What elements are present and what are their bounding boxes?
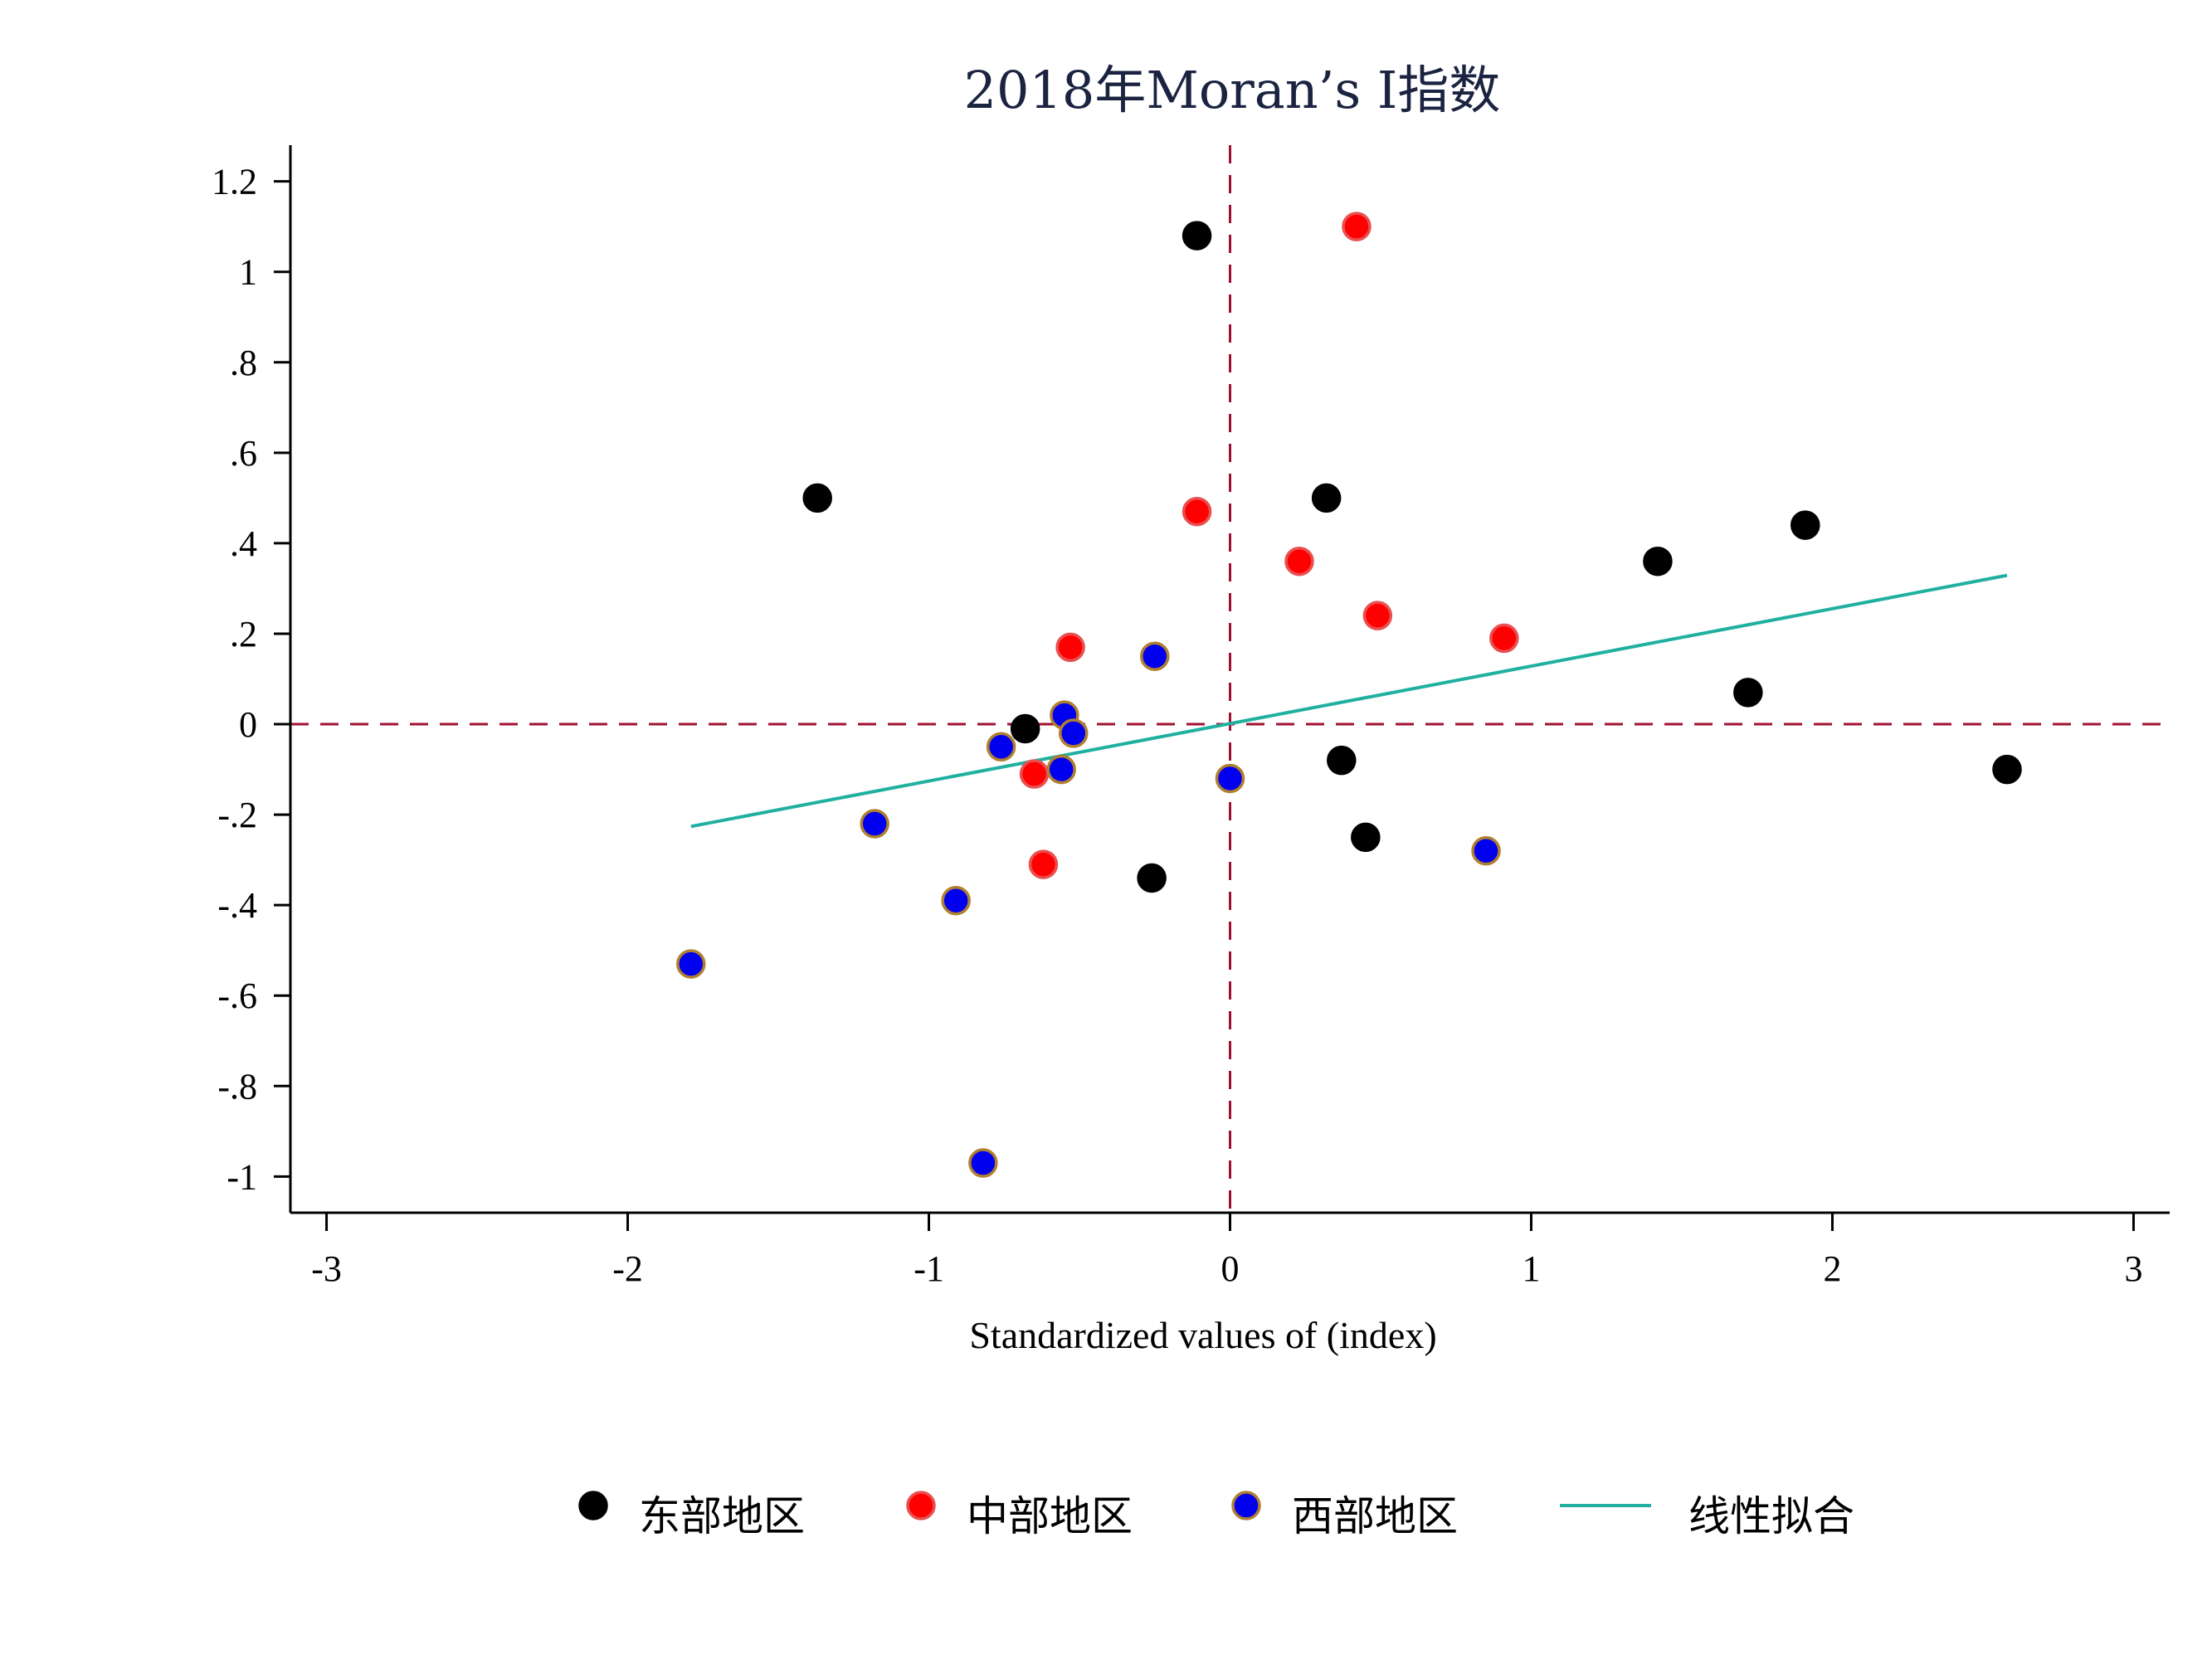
x-tick-label: 3 xyxy=(2124,1248,2142,1289)
x-axis-ticks: -3 -2 -1 0 1 2 3 xyxy=(311,1213,2142,1289)
x-tick-label: -3 xyxy=(311,1248,342,1289)
y-tick-label: 1.2 xyxy=(212,162,257,202)
legend-marker-1 xyxy=(578,1491,608,1520)
data-point-series-3 xyxy=(968,1148,998,1178)
x-tick-label: 2 xyxy=(1823,1248,1841,1289)
data-point-series-2 xyxy=(1284,546,1314,577)
data-point-series-3 xyxy=(676,949,706,979)
data-point-series-1 xyxy=(1182,221,1212,251)
x-tick-label: -1 xyxy=(914,1248,944,1289)
fit-line-group xyxy=(690,573,2008,829)
y-tick-label: -.4 xyxy=(217,885,257,926)
x-tick-label: 0 xyxy=(1221,1248,1240,1289)
data-point-series-1 xyxy=(1791,510,1820,540)
legend: 东部地区 中部地区 西部地区 线性拟合 xyxy=(578,1491,1854,1540)
legend-label-1: 东部地区 xyxy=(639,1492,805,1540)
data-point-series-1 xyxy=(1010,713,1040,744)
legend-label-2: 中部地区 xyxy=(967,1492,1133,1540)
data-point-series-3 xyxy=(1046,754,1076,785)
data-points xyxy=(676,212,2022,1178)
x-axis-label: Standardized values of (index) xyxy=(969,1314,1436,1356)
y-axis-ticks: 1.2 1 .8 .6 .4 .2 0 -.2 -.4 -.6 -.8 -1 xyxy=(212,162,290,1197)
y-tick-label: -1 xyxy=(227,1156,257,1197)
x-tick-label: -2 xyxy=(612,1248,643,1289)
data-point-series-3 xyxy=(1215,763,1245,794)
data-point-series-3 xyxy=(1140,641,1170,671)
data-point-series-1 xyxy=(802,483,832,513)
data-point-series-3 xyxy=(860,809,889,839)
y-tick-label: .8 xyxy=(230,343,257,383)
data-point-series-3 xyxy=(941,885,971,916)
y-tick-label: -.8 xyxy=(217,1066,257,1107)
legend-label-3: 西部地区 xyxy=(1292,1492,1458,1540)
data-point-series-1 xyxy=(1311,483,1342,513)
y-tick-label: -.6 xyxy=(217,975,257,1016)
data-point-series-3 xyxy=(1059,718,1089,748)
legend-marker-2 xyxy=(906,1491,936,1520)
data-point-series-2 xyxy=(1019,759,1050,789)
x-tick-label: 1 xyxy=(1522,1248,1540,1289)
y-tick-label: 1 xyxy=(239,252,257,293)
reference-lines xyxy=(290,145,2170,1213)
legend-marker-3 xyxy=(1231,1491,1261,1520)
data-point-series-3 xyxy=(986,732,1016,762)
y-tick-label: 0 xyxy=(239,704,257,745)
data-point-series-1 xyxy=(1643,546,1673,577)
data-point-series-2 xyxy=(1182,496,1212,527)
data-point-series-1 xyxy=(1327,745,1357,776)
data-point-series-3 xyxy=(1471,835,1501,866)
fit-line xyxy=(690,573,2008,829)
data-point-series-2 xyxy=(1489,623,1519,654)
chart-title: 2018年Moran’s I指数 xyxy=(964,60,1501,120)
data-point-series-1 xyxy=(1137,863,1167,893)
data-point-series-1 xyxy=(1992,754,2022,785)
data-point-series-1 xyxy=(1733,678,1763,708)
y-tick-label: -.2 xyxy=(217,795,257,835)
data-point-series-2 xyxy=(1342,212,1372,241)
data-point-series-2 xyxy=(1055,632,1085,663)
data-point-series-1 xyxy=(1351,822,1381,853)
data-point-series-2 xyxy=(1362,601,1393,630)
y-tick-label: .4 xyxy=(230,523,257,564)
y-tick-label: .6 xyxy=(230,433,257,474)
legend-label-4: 线性拟合 xyxy=(1688,1492,1854,1540)
y-tick-label: .2 xyxy=(230,614,257,654)
data-point-series-2 xyxy=(1028,849,1059,879)
